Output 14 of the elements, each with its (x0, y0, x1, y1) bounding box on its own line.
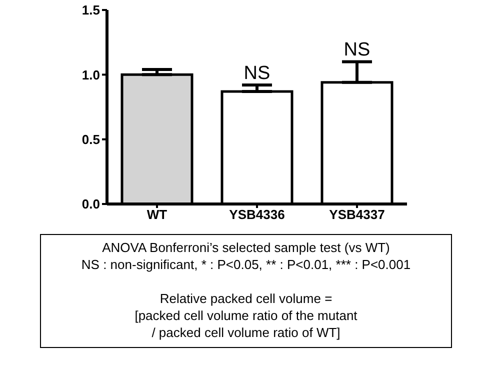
x-tick-label: WT (146, 207, 168, 222)
annotation: NS (244, 63, 270, 84)
x-tick-label: YSB4336 (229, 207, 285, 222)
text: NS : non-significant, * : P<0.05, ** : P<0.01, *** : P<0.001 (80, 256, 412, 273)
text: Relative packed cell volume = (158, 290, 334, 307)
text: ANOVA Bonferroni’s selected sample test (vs WT) (101, 239, 391, 256)
y-tick-label: 0.5 (82, 132, 100, 147)
annotation: NS (344, 40, 370, 61)
text: [packed cell volume ratio of the mutant (134, 307, 358, 324)
y-tick-label: 1.0 (82, 67, 100, 82)
x-tick-label: YSB4337 (329, 207, 385, 222)
y-tick-label: 1.5 (82, 2, 100, 18)
y-tick-label: 0.0 (82, 196, 100, 212)
text: / packed cell volume ratio of WT] (150, 324, 342, 341)
